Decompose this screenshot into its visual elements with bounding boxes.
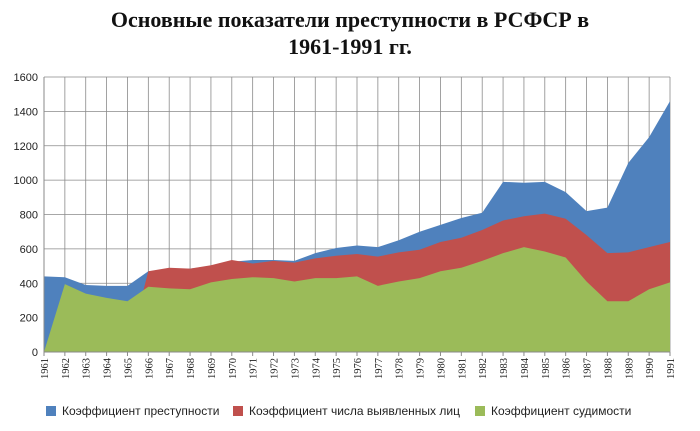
x-tick-label: 1986 xyxy=(562,358,573,379)
legend: Коэффициент преступности Коэффициент чис… xyxy=(0,404,700,424)
x-tick-label: 1975 xyxy=(332,358,343,379)
chart-title-line2: 1961-1991 гг. xyxy=(288,34,412,59)
y-tick-label: 400 xyxy=(20,278,38,290)
x-tick-label: 1988 xyxy=(603,358,614,379)
x-tick-label: 1984 xyxy=(520,357,531,379)
x-tick-label: 1981 xyxy=(457,358,468,379)
x-tick-label: 1964 xyxy=(103,357,114,379)
y-tick-label: 1200 xyxy=(14,141,38,153)
area-series-2 xyxy=(44,247,670,352)
y-tick-label: 600 xyxy=(20,244,38,256)
legend-label-conviction-rate: Коэффициент судимости xyxy=(491,404,632,418)
x-tick-label: 1978 xyxy=(395,358,406,379)
x-tick-label: 1966 xyxy=(144,358,155,379)
x-tick-label: 1977 xyxy=(374,358,385,379)
x-tick-label: 1976 xyxy=(353,358,364,379)
legend-item-conviction-rate: Коэффициент судимости xyxy=(475,404,631,418)
x-tick-label: 1983 xyxy=(499,358,510,379)
x-tick-label: 1980 xyxy=(436,358,447,379)
x-tick-label: 1974 xyxy=(311,357,322,379)
legend-swatch-conviction-rate xyxy=(475,406,485,416)
x-tick-label: 1965 xyxy=(123,358,134,379)
x-tick-label: 1969 xyxy=(207,358,218,379)
chart-title: Основные показатели преступности в РСФСР… xyxy=(0,6,700,60)
x-tick-label: 1967 xyxy=(165,358,176,379)
legend-swatch-crime-rate xyxy=(46,406,56,416)
x-tick-label: 1971 xyxy=(249,358,260,379)
y-tick-label: 200 xyxy=(20,313,38,325)
x-tick-label: 1982 xyxy=(478,358,489,379)
y-tick-label: 1000 xyxy=(14,175,38,187)
x-tick-label: 1970 xyxy=(228,358,239,379)
x-tick-label: 1985 xyxy=(541,358,552,379)
legend-item-identified-persons: Коэффициент числа выявленных лиц xyxy=(233,404,460,418)
x-tick-label: 1973 xyxy=(290,358,301,379)
x-tick-label: 1979 xyxy=(416,358,427,379)
y-tick-label: 800 xyxy=(20,210,38,222)
x-tick-label: 1961 xyxy=(40,358,51,379)
chart-title-line1: Основные показатели преступности в РСФСР… xyxy=(110,7,590,32)
y-tick-label: 1600 xyxy=(14,72,38,84)
x-tick-label: 1962 xyxy=(61,358,72,379)
area-series xyxy=(44,101,670,352)
y-tick-label: 0 xyxy=(32,347,38,359)
y-tick-label: 1400 xyxy=(14,106,38,118)
x-tick-label: 1963 xyxy=(82,358,93,379)
x-tick-label: 1987 xyxy=(583,358,594,379)
legend-label-crime-rate: Коэффициент преступности xyxy=(62,404,220,418)
x-tick-label: 1968 xyxy=(186,358,197,379)
x-tick-label: 1990 xyxy=(645,358,656,379)
x-tick-label: 1989 xyxy=(624,358,635,379)
legend-label-identified-persons: Коэффициент числа выявленных лиц xyxy=(249,404,460,418)
x-tick-label: 1991 xyxy=(666,358,677,379)
x-axis-ticks: 1961 1962 1963 1964 1965 1966 1967 1968 1969 1970… xyxy=(40,352,677,379)
legend-swatch-identified-persons xyxy=(233,406,243,416)
x-tick-label: 1972 xyxy=(270,358,281,379)
legend-item-crime-rate: Коэффициент преступности xyxy=(46,404,219,418)
y-axis-ticks: 0 200 400 600 800 1000 1200 1400 1600 xyxy=(14,72,38,359)
